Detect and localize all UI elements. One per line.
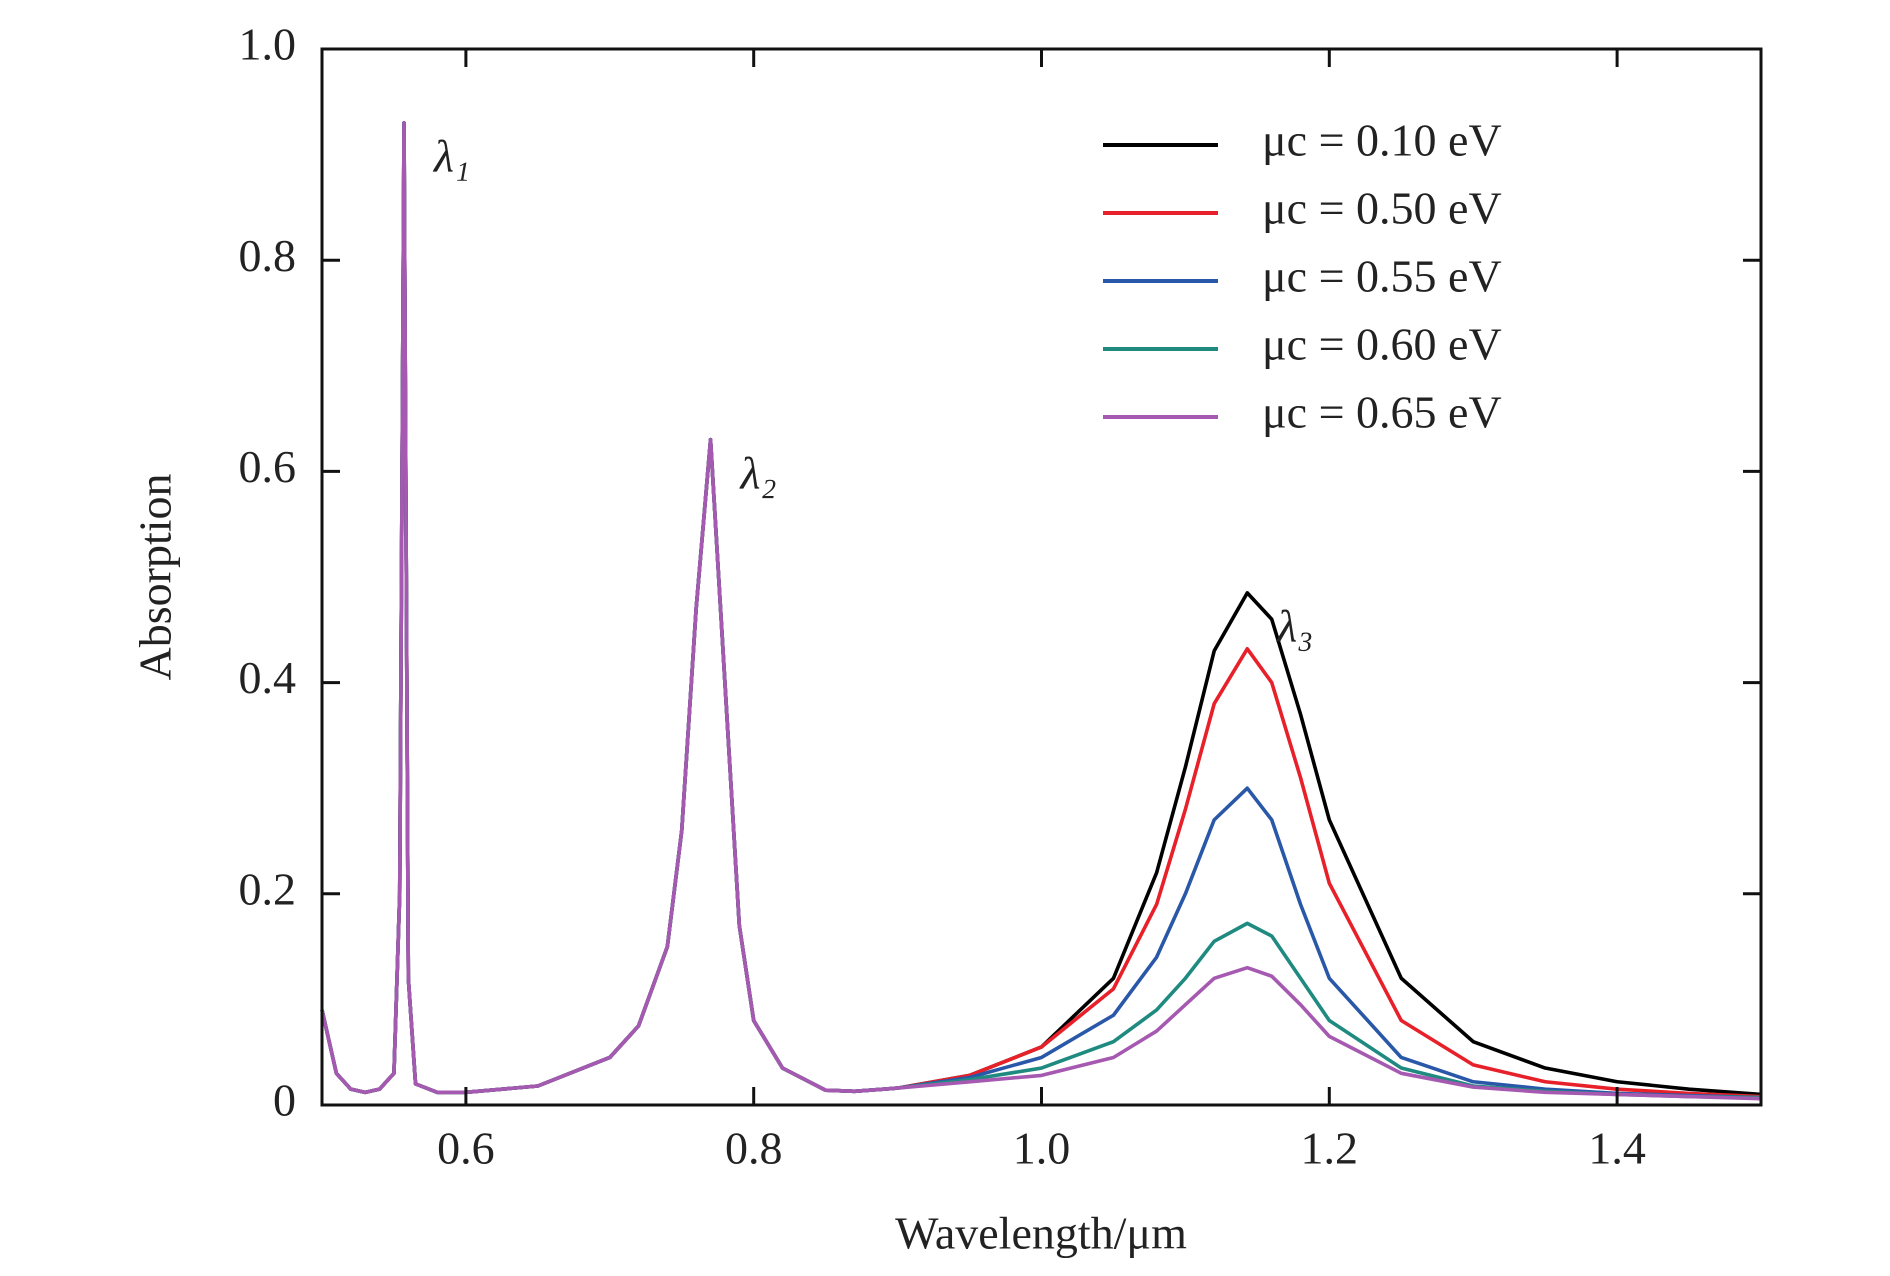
x-tick-label: 0.8: [725, 1123, 783, 1174]
legend-label: μc = 0.10 eV: [1262, 115, 1502, 166]
x-axis-label: Wavelength/μm: [895, 1208, 1187, 1259]
x-tick-label: 1.0: [1013, 1123, 1071, 1174]
legend-label: μc = 0.50 eV: [1262, 183, 1502, 234]
legend-label: μc = 0.55 eV: [1262, 251, 1502, 302]
y-tick-label: 0: [273, 1075, 296, 1126]
peak-annotation: λ₃: [1275, 600, 1313, 651]
y-tick-label: 1.0: [239, 19, 297, 70]
x-tick-label: 1.4: [1588, 1123, 1646, 1174]
plot-frame: [320, 47, 1763, 1107]
series-line: [320, 121, 1762, 1100]
series-line: [320, 121, 1762, 1097]
peak-annotation: λ₂: [739, 447, 777, 498]
y-tick-label: 0.8: [239, 230, 297, 281]
y-tick-label: 0.6: [239, 441, 297, 492]
legend-label: μc = 0.60 eV: [1262, 319, 1502, 370]
series-line: [320, 121, 1762, 1099]
legend-label: μc = 0.65 eV: [1262, 387, 1502, 438]
y-axis-label: Absorption: [130, 474, 181, 681]
series-line: [320, 121, 1762, 1101]
peak-annotation: λ₁: [432, 130, 470, 181]
x-tick-label: 0.6: [437, 1123, 495, 1174]
y-tick-label: 0.2: [239, 863, 297, 914]
x-tick-label: 1.2: [1301, 1123, 1359, 1174]
series-line: [320, 121, 1762, 1100]
y-tick-label: 0.4: [239, 652, 297, 703]
